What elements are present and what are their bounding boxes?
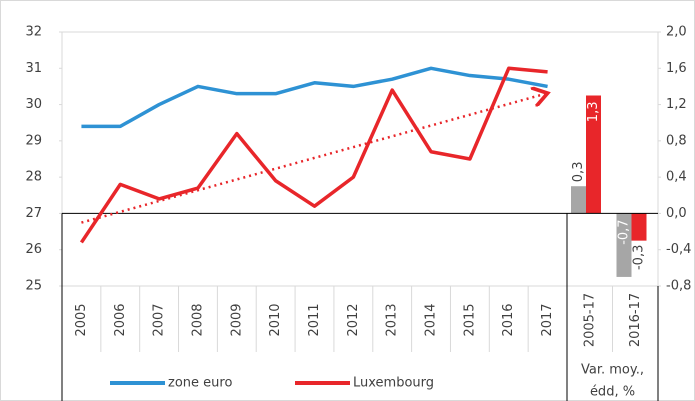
- x-tick-label: 2006: [113, 303, 128, 336]
- y2-tick-label: 2,0: [666, 25, 687, 40]
- y2-tick-label: 0,8: [666, 133, 687, 148]
- x-tick-label: 2007: [152, 303, 167, 336]
- legend-label: zone euro: [168, 376, 232, 391]
- x-tick-label: 2005: [74, 303, 89, 336]
- y2-tick-label: 0,4: [666, 170, 687, 185]
- x-tick-label: 2015: [462, 303, 477, 336]
- bar: [571, 186, 586, 214]
- x-tick-label: 2013: [385, 303, 400, 336]
- x-tick-label: 2017: [540, 303, 555, 336]
- y-tick-label: 25: [25, 279, 42, 294]
- bar-value-label: -0,3: [632, 245, 647, 270]
- y-tick-label: 31: [25, 61, 42, 76]
- y-tick-label: 28: [25, 170, 42, 185]
- x-tick-label: 2005-17: [582, 293, 597, 347]
- x-tick-label: 2014: [424, 303, 439, 336]
- bar: [631, 213, 647, 241]
- y2-tick-label: 0,0: [666, 206, 687, 221]
- line-series: [79, 66, 548, 244]
- y-tick-label: 26: [25, 242, 42, 257]
- y-tick-label: 32: [25, 25, 42, 40]
- group-label: édd, %: [590, 385, 635, 400]
- x-tick-label: 2008: [190, 303, 205, 336]
- x-tick-label: 2012: [346, 303, 361, 336]
- y2-tick-label: -0,8: [666, 279, 691, 294]
- y-tick-label: 29: [25, 133, 42, 148]
- trendline: [81, 93, 547, 224]
- x-tick-label: 2009: [229, 303, 244, 336]
- x-tick-label: 2016: [501, 303, 516, 336]
- bar: [616, 213, 632, 277]
- y2-tick-label: 1,2: [666, 97, 687, 112]
- x-tick-label: 2010: [268, 303, 283, 336]
- y2-tick-label: 1,6: [666, 61, 687, 76]
- bar-value-label: 0,3: [571, 162, 586, 183]
- group-label: Var. moy.,: [581, 363, 644, 378]
- y-tick-label: 30: [25, 97, 42, 112]
- legend-label: Luxembourg: [353, 376, 434, 391]
- y2-tick-label: -0,4: [666, 242, 691, 257]
- bar-value-label: -0,7: [617, 219, 632, 244]
- x-tick-label: 2016-17: [628, 293, 643, 347]
- bar-value-label: 1,3: [586, 102, 601, 123]
- x-tick-label: 2011: [307, 303, 322, 336]
- bar: [586, 95, 601, 214]
- line-series: [81, 66, 548, 129]
- y-tick-label: 27: [25, 206, 42, 221]
